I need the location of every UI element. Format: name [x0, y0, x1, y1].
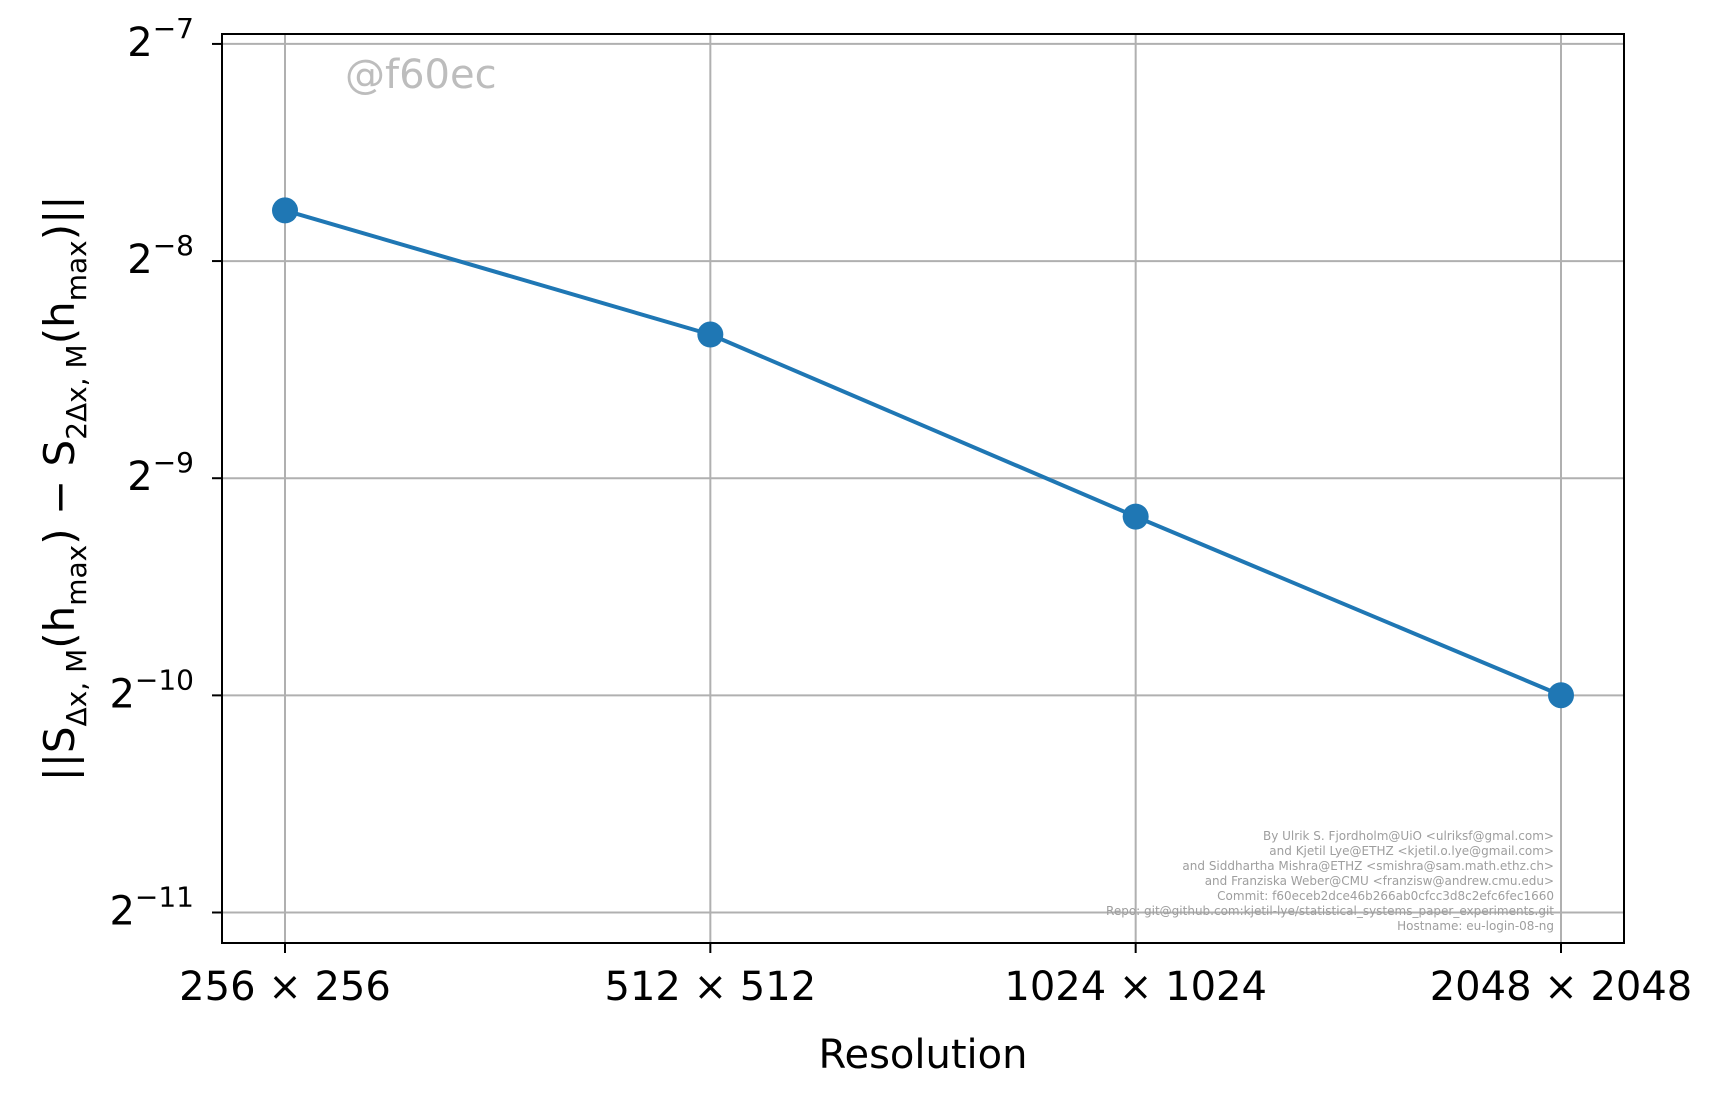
x-tick-label: 256 × 256 [179, 964, 391, 1010]
y-tick-label: 2−10 [109, 663, 194, 717]
x-tick-label: 1024 × 1024 [1004, 964, 1267, 1010]
watermark: @f60ec [345, 52, 497, 98]
y-tick-label: 2−8 [127, 229, 194, 283]
credit-line: and Kjetil Lye@ETHZ <kjetil.o.lye@gmail.… [1269, 844, 1554, 858]
y-tick-label: 2−9 [127, 446, 194, 500]
series-layer [272, 197, 1574, 709]
credit-line: Commit: f60eceb2dce46b266ab0cfcc3d8c2efc… [1217, 889, 1554, 903]
data-point [272, 197, 298, 224]
y-tick-label: 2−7 [127, 12, 194, 66]
credit-line: Hostname: eu-login-08-ng [1397, 919, 1554, 933]
data-point [697, 321, 724, 348]
x-tick-label: 512 × 512 [605, 964, 817, 1010]
grid [222, 34, 1624, 943]
ticks: 256 × 256 512 × 512 1024 × 1024 2048 × 2048… [109, 12, 1692, 1010]
credit-line: and Franziska Weber@CMU <franzisw@andrew… [1205, 874, 1554, 888]
credit-line: By Ulrik S. Fjordholm@UiO <ulriksf@gmal.… [1263, 829, 1554, 843]
y-axis-label: ||SΔx, M(hmax) − S2Δx, M(hmax)|| [35, 196, 93, 782]
data-point [1122, 503, 1149, 530]
series-line [284, 208, 1562, 698]
credit-line: Repo: git@github.com:kjetil-lye/statisti… [1106, 904, 1554, 918]
x-tick-label: 2048 × 2048 [1430, 964, 1693, 1010]
credit-line: and Siddhartha Mishra@ETHZ <smishra@sam.… [1182, 859, 1554, 873]
svg-text:||SΔx, M(hmax) − S2Δx, M(hmax): ||SΔx, M(hmax) − S2Δx, M(hmax)|| [35, 196, 93, 782]
x-axis-label: Resolution [818, 1032, 1027, 1078]
data-point [1548, 682, 1574, 709]
y-tick-label: 2−11 [109, 881, 194, 935]
plot-frame [221, 33, 1625, 944]
credits-block: By Ulrik S. Fjordholm@UiO <ulriksf@gmal.… [1106, 829, 1554, 933]
